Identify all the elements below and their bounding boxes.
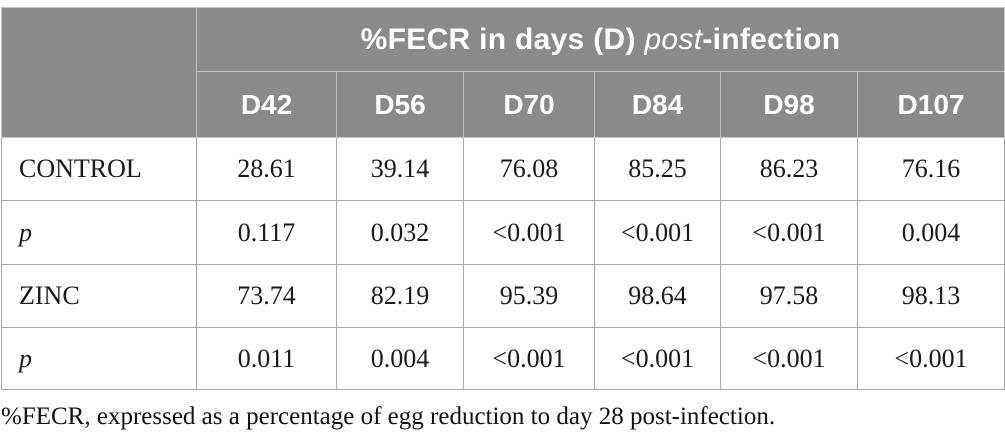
data-cell: 28.61: [196, 137, 337, 201]
group-header-suffix: -infection: [702, 22, 841, 56]
data-cell: 86.23: [720, 137, 858, 201]
column-header-d84: D84: [594, 71, 721, 138]
row-label-p: p: [1, 200, 197, 265]
data-cell: <0.001: [463, 327, 595, 390]
data-cell: <0.001: [720, 200, 858, 265]
table-row-zinc: ZINC 73.74 82.19 95.39 98.64 97.58 98.13: [1, 264, 1005, 328]
row-label-control: CONTROL: [1, 137, 197, 201]
data-cell: <0.001: [594, 327, 721, 390]
table-row-p-control: p 0.117 0.032 <0.001 <0.001 <0.001 0.004: [1, 200, 1005, 265]
group-header-prefix: %FECR in days (D): [360, 22, 645, 56]
data-cell: 0.032: [336, 200, 464, 265]
data-cell: 0.117: [196, 200, 337, 265]
group-header: %FECR in days (D) post-infection: [195, 7, 1005, 72]
data-cell: 98.64: [594, 264, 721, 328]
data-cell: 0.004: [856, 200, 1005, 265]
corner-cell: [1, 7, 197, 138]
data-cell: 73.74: [196, 264, 337, 328]
column-header-d56: D56: [336, 71, 464, 138]
data-cell: 76.16: [856, 137, 1005, 201]
column-header-d107: D107: [856, 71, 1005, 138]
data-cell: 0.004: [336, 327, 464, 390]
row-label-p: p: [1, 327, 197, 390]
data-cell: <0.001: [720, 327, 858, 390]
data-cell: 0.011: [196, 327, 337, 390]
table-row-control: CONTROL 28.61 39.14 76.08 85.25 86.23 76…: [1, 137, 1005, 201]
data-cell: 76.08: [463, 137, 595, 201]
data-cell: 95.39: [463, 264, 595, 328]
column-header-d70: D70: [463, 71, 595, 138]
group-header-italic-word: post: [644, 22, 703, 56]
row-label-zinc: ZINC: [1, 264, 197, 328]
data-cell: 82.19: [336, 264, 464, 328]
data-cell: <0.001: [594, 200, 721, 265]
table-row-p-zinc: p 0.011 0.004 <0.001 <0.001 <0.001 <0.00…: [1, 327, 1005, 390]
group-header-row: %FECR in days (D) post-infection: [1, 7, 1005, 138]
data-cell: 39.14: [336, 137, 464, 201]
column-header-row: D42 D56 D70 D84 D98 D107: [2, 71, 1005, 138]
column-header-d98: D98: [720, 71, 858, 138]
data-cell: <0.001: [856, 327, 1005, 390]
data-cell: 98.13: [856, 264, 1005, 328]
column-header-d42: D42: [196, 71, 337, 138]
fecr-results-table: %FECR in days (D) post-infection D42 D56…: [1, 7, 1005, 390]
table-footnote: %FECR, expressed as a percentage of egg …: [1, 403, 776, 430]
data-cell: <0.001: [463, 200, 595, 265]
data-cell: 97.58: [720, 264, 858, 328]
data-cell: 85.25: [594, 137, 721, 201]
